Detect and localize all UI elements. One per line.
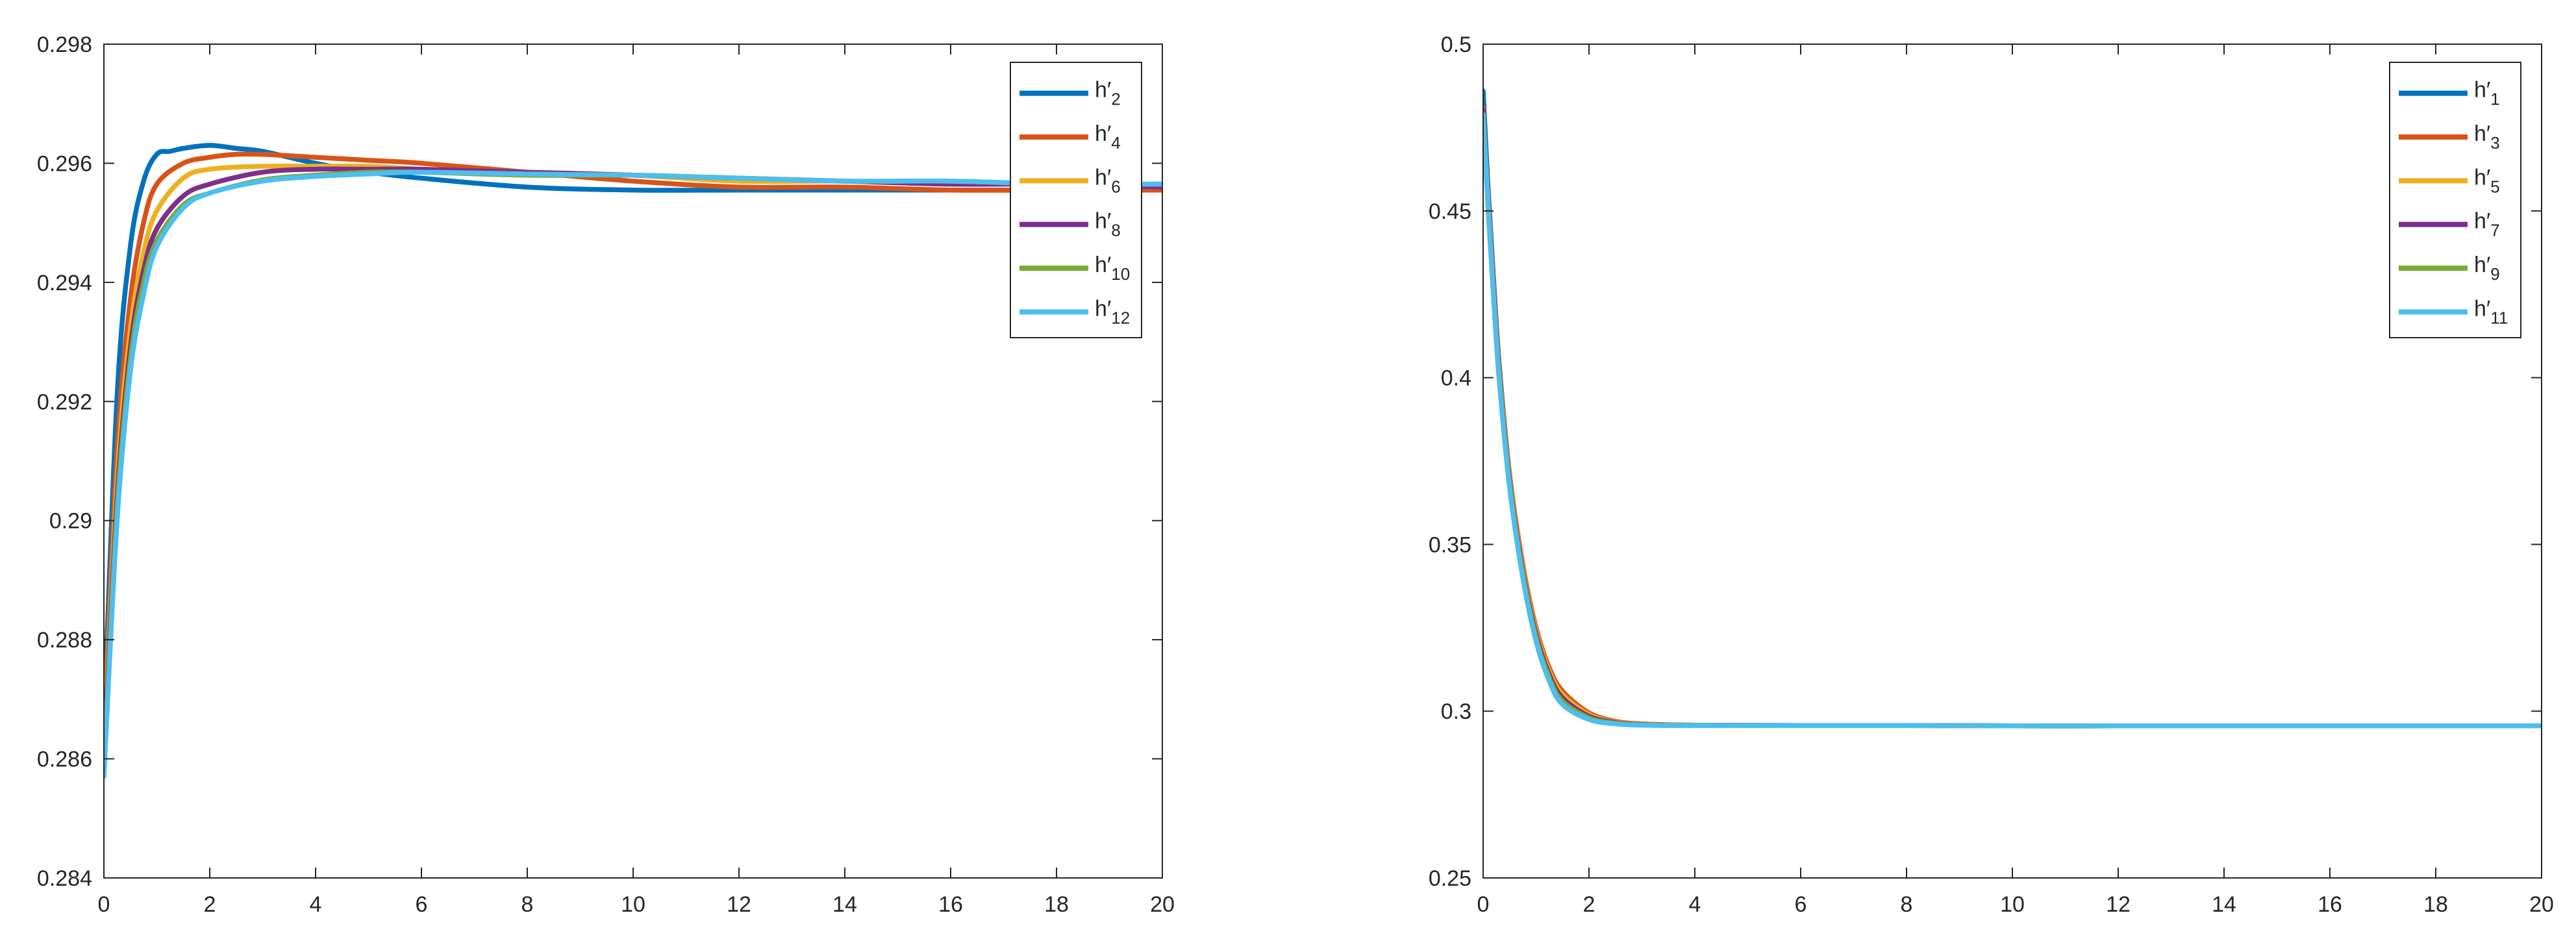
x-tick-label: 0 bbox=[1477, 892, 1490, 917]
legend: h′1 h′3 h′5 h′7 h′9 h′11 bbox=[2389, 62, 2521, 338]
legend-label-6: h′6 bbox=[1095, 165, 1121, 196]
legend-label-1: h′1 bbox=[2474, 78, 2500, 109]
y-tick-label: 0.5 bbox=[1441, 32, 1471, 57]
series-line-11 bbox=[1483, 112, 2542, 729]
y-tick-label: 0.3 bbox=[1441, 699, 1471, 724]
legend-label-9: h′9 bbox=[2474, 253, 2500, 284]
series-line-12 bbox=[104, 169, 1162, 779]
y-tick-label: 0.288 bbox=[37, 628, 92, 653]
x-tick-label: 20 bbox=[1150, 892, 1175, 917]
x-tick-label: 2 bbox=[1583, 892, 1595, 917]
y-tick-label: 0.294 bbox=[37, 271, 92, 295]
legend-label-10: h′10 bbox=[1095, 253, 1130, 284]
series-line-4 bbox=[104, 151, 1162, 738]
x-tick-label: 16 bbox=[938, 892, 963, 917]
chart-2: 0 2 4 6 8 10 12 14 16 18 20 0.25 0.3 0.35 0.4 0.45 0.5 h′… bbox=[1429, 32, 2554, 917]
x-tick-label: 12 bbox=[2106, 892, 2131, 917]
legend-label-12: h′12 bbox=[1095, 296, 1130, 327]
y-tick-label: 0.45 bbox=[1429, 199, 1471, 224]
legend-label-11: h′11 bbox=[2474, 296, 2508, 327]
y-tick-label: 0.286 bbox=[37, 747, 92, 772]
plot-area bbox=[1483, 44, 2542, 878]
x-tick-label: 18 bbox=[1044, 892, 1069, 917]
y-tick-label: 0.296 bbox=[37, 151, 92, 176]
x-tick-label: 10 bbox=[2000, 892, 2025, 917]
legend: h′2 h′4 h′6 h′8 h′10 h′12 bbox=[1010, 62, 1142, 338]
legend-label-4: h′4 bbox=[1095, 121, 1121, 153]
legend-label-2: h′2 bbox=[1095, 78, 1121, 109]
x-tick-label: 14 bbox=[2212, 892, 2236, 917]
legend-box bbox=[1010, 62, 1142, 338]
legend-label-5: h′5 bbox=[2474, 165, 2500, 196]
x-tick-label: 10 bbox=[621, 892, 645, 917]
legend-label-8: h′8 bbox=[1095, 209, 1121, 240]
x-tick-label: 0 bbox=[98, 892, 110, 917]
x-tick-label: 6 bbox=[416, 892, 428, 917]
series-group bbox=[104, 143, 1162, 779]
x-tick-label: 8 bbox=[1901, 892, 1913, 917]
x-tick-label: 4 bbox=[310, 892, 322, 917]
chart-1: 0 2 4 6 8 10 12 14 16 18 20 0.284 0.286 0.288 0.29 0.29… bbox=[37, 32, 1175, 917]
x-tick-label: 4 bbox=[1689, 892, 1701, 917]
x-tick-label: 2 bbox=[204, 892, 216, 917]
x-tick-label: 16 bbox=[2318, 892, 2342, 917]
x-tick-label: 14 bbox=[832, 892, 857, 917]
series-group bbox=[1483, 88, 2542, 729]
y-tick-label: 0.29 bbox=[49, 509, 92, 534]
legend-label-3: h′3 bbox=[2474, 121, 2500, 153]
legend-label-7: h′7 bbox=[2474, 209, 2500, 240]
series-line-2 bbox=[104, 143, 1162, 726]
x-tick-label: 18 bbox=[2423, 892, 2448, 917]
legend-box bbox=[2389, 62, 2521, 338]
y-tick-label: 0.4 bbox=[1441, 366, 1471, 391]
y-tick-label: 0.35 bbox=[1429, 532, 1471, 557]
x-tick-label: 12 bbox=[727, 892, 751, 917]
y-tick-label: 0.298 bbox=[37, 32, 92, 57]
x-tick-label: 8 bbox=[521, 892, 534, 917]
y-tick-label: 0.284 bbox=[37, 866, 92, 891]
plot-area bbox=[104, 44, 1162, 878]
x-tick-label: 6 bbox=[1795, 892, 1807, 917]
y-tick-label: 0.292 bbox=[37, 390, 92, 414]
y-tick-label: 0.25 bbox=[1429, 866, 1471, 891]
x-tick-label: 20 bbox=[2529, 892, 2554, 917]
